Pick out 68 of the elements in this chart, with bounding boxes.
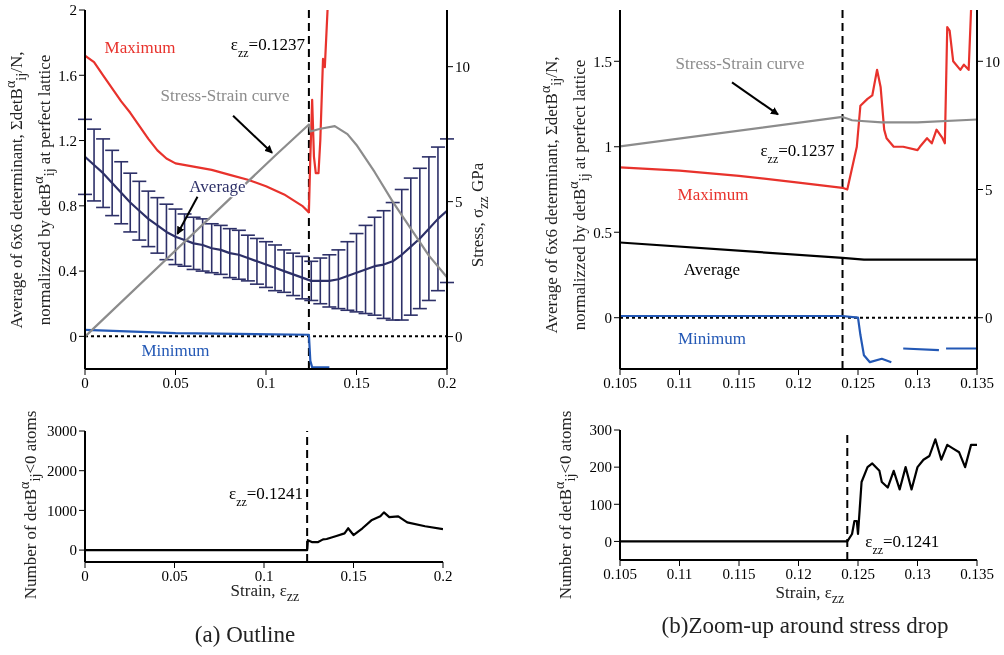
x-tick-label: 0.11 xyxy=(666,565,693,582)
series-label: Stress-Strain curve xyxy=(160,85,290,105)
x-tick-label: 0.15 xyxy=(343,374,370,391)
y-tick-label: 200 xyxy=(589,459,612,476)
y2-tick-label: 5 xyxy=(455,193,463,210)
x-tick-label: 0.135 xyxy=(960,374,994,391)
x-tick-label: 0.05 xyxy=(161,567,188,584)
line-series xyxy=(620,10,973,191)
y-tick-label: 1000 xyxy=(47,502,77,519)
ref-line-label: ε$_{zz}$=0.1241 xyxy=(865,532,940,557)
x-tick-label: 0.115 xyxy=(722,374,756,391)
x-tick-label: 0.05 xyxy=(162,374,189,391)
x-tick-label: 0.11 xyxy=(666,374,693,391)
y-tick-label: 0 xyxy=(69,542,77,559)
y-tick-label: 1.2 xyxy=(58,132,77,149)
x-tick-label: 0.105 xyxy=(603,565,637,582)
y-tick-label: 1 xyxy=(604,139,612,156)
x-tick-label: 0.105 xyxy=(603,374,637,391)
y-tick-label: 1.6 xyxy=(58,67,78,84)
text: Stress-Strain curve xyxy=(675,54,805,74)
y-tick-label: 0 xyxy=(604,533,612,550)
y2-tick-label: 10 xyxy=(455,59,470,76)
text: Average xyxy=(189,176,246,196)
x-tick-label: 0.135 xyxy=(960,565,994,582)
line-series xyxy=(85,123,447,338)
y2-tick-label: 0 xyxy=(455,328,463,345)
x-tick-label: 0.12 xyxy=(785,374,812,391)
y2-tick-label: 10 xyxy=(985,53,1000,70)
y-tick-label: 0 xyxy=(69,328,77,345)
series-label: Minimum xyxy=(677,329,747,348)
text: (a) Outline xyxy=(194,621,296,649)
x-tick-label: 0.125 xyxy=(841,374,875,391)
x-tick-label: 0.15 xyxy=(340,567,367,584)
x-tick-label: 0 xyxy=(81,374,89,391)
x-tick-label: 0.13 xyxy=(904,565,931,582)
x-axis-title: Strain, ε$_{zz}$ xyxy=(230,581,300,605)
x-tick-label: 0.2 xyxy=(433,567,453,584)
y-tick-label: 100 xyxy=(589,496,612,513)
x-axis-title: Strain, ε$_{zz}$ xyxy=(775,583,845,607)
x-tick-label: 0.13 xyxy=(904,374,931,391)
line-series xyxy=(85,10,329,214)
series-label: Maximum xyxy=(677,185,749,205)
ref-line-label: ε$_{zz}$=0.1237 xyxy=(760,141,836,166)
y-tick-label: 0.4 xyxy=(58,263,78,280)
y2-tick-label: 5 xyxy=(985,181,993,198)
y-tick-label: 0.8 xyxy=(58,198,77,215)
x-tick-label: 0.2 xyxy=(437,374,457,391)
x-tick-label: 0.12 xyxy=(785,565,812,582)
x-tick-label: 0.1 xyxy=(256,374,276,391)
y-tick-label: 1.5 xyxy=(593,53,612,70)
y-tick-label: 3000 xyxy=(47,423,77,440)
y-tick-label: 300 xyxy=(589,422,612,439)
x-tick-label: 0 xyxy=(81,567,89,584)
y-tick-label: 2000 xyxy=(47,463,77,480)
ref-line-label: ε$_{zz}$=0.1241 xyxy=(229,484,304,509)
y-tick-label: 0.5 xyxy=(593,224,612,241)
y-tick-label: 0 xyxy=(604,310,612,327)
x-tick-label: 0.125 xyxy=(841,565,875,582)
x-tick-label: 0.115 xyxy=(722,565,756,582)
y2-tick-label: 0 xyxy=(985,310,993,327)
series-label: Maximum xyxy=(104,37,176,57)
ref-line-label: ε$_{zz}$=0.1237 xyxy=(230,35,306,60)
text: (b)Zoom-up around stress drop xyxy=(661,612,949,640)
line-series xyxy=(85,328,331,369)
series-label: Average xyxy=(683,260,741,280)
series-label: Minimum xyxy=(141,341,210,361)
x-tick-label: 0.1 xyxy=(254,567,274,584)
y-tick-label: 2 xyxy=(69,2,77,19)
